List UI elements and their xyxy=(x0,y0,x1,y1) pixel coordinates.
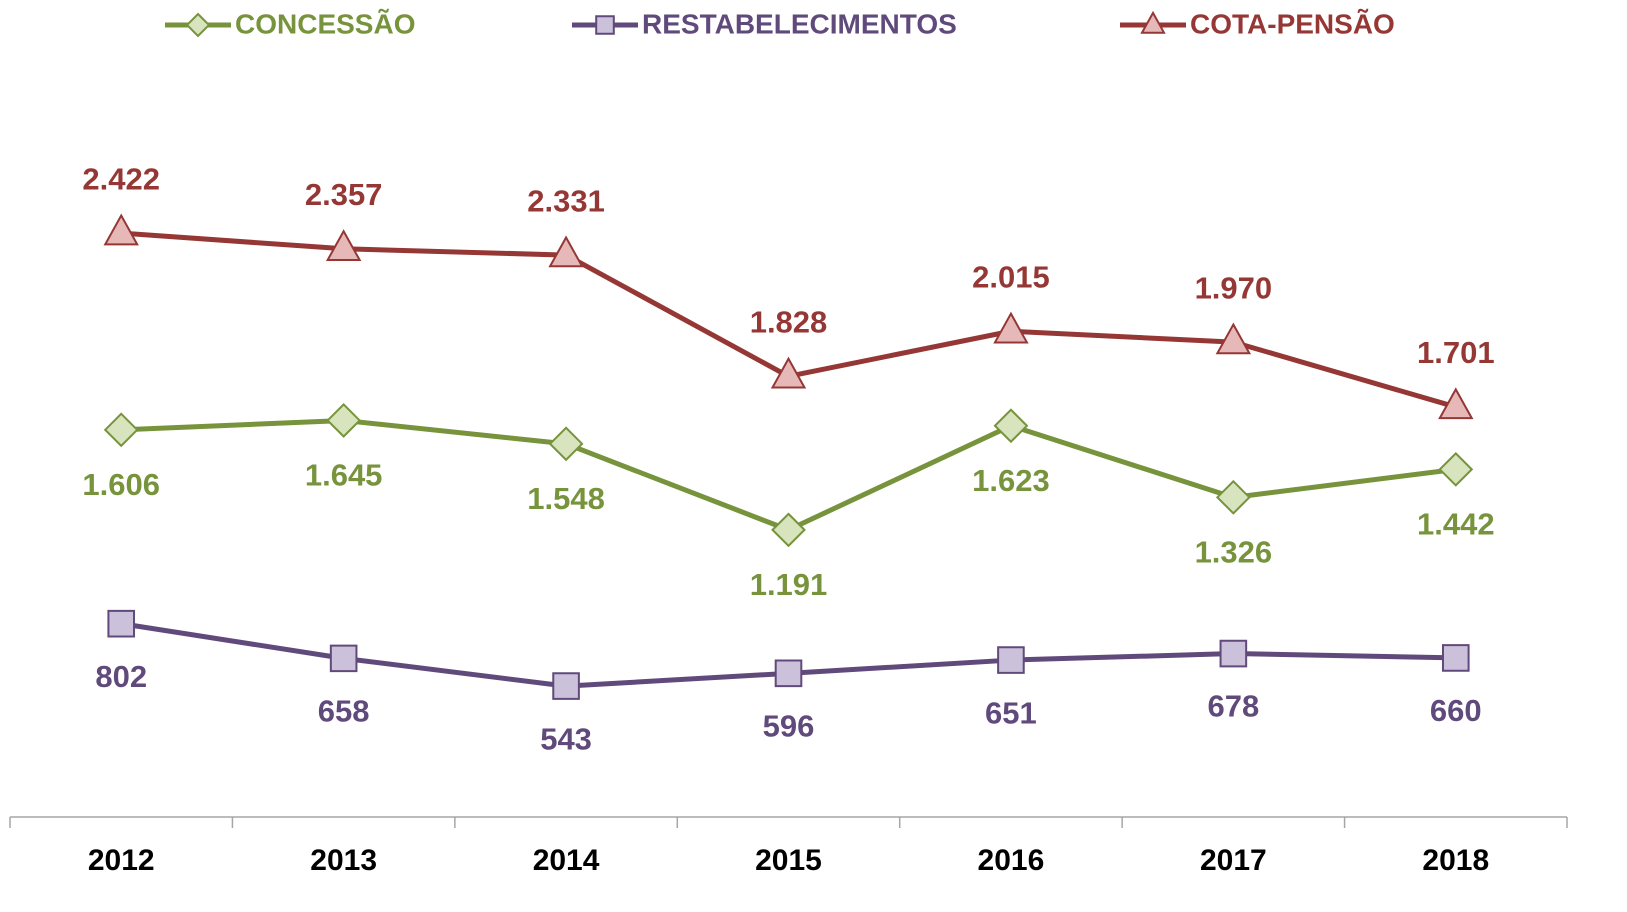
data-label: 802 xyxy=(95,659,147,694)
data-label: 1.326 xyxy=(1195,535,1273,570)
marker xyxy=(548,426,584,462)
data-label: 1.645 xyxy=(305,458,383,493)
x-tick-label: 2017 xyxy=(1200,844,1267,877)
marker xyxy=(1438,387,1474,420)
data-label: 678 xyxy=(1207,689,1259,724)
x-tick-label: 2013 xyxy=(310,844,377,877)
data-label: 1.191 xyxy=(750,567,828,602)
marker xyxy=(185,12,211,38)
x-tick-label: 2014 xyxy=(533,844,600,877)
x-tick-label: 2012 xyxy=(88,844,155,877)
data-label: 2.015 xyxy=(972,259,1050,294)
marker xyxy=(552,672,580,700)
data-label: 651 xyxy=(985,695,1037,730)
marker xyxy=(1219,639,1248,668)
marker xyxy=(771,512,806,548)
data-label: 660 xyxy=(1430,693,1482,728)
marker xyxy=(997,646,1025,674)
marker xyxy=(548,235,584,268)
marker xyxy=(1441,644,1470,672)
data-label: 658 xyxy=(318,694,370,729)
data-label: 1.828 xyxy=(750,305,828,340)
marker xyxy=(326,403,362,438)
data-label: 2.357 xyxy=(305,177,383,212)
marker xyxy=(103,213,139,246)
marker xyxy=(993,408,1029,444)
marker xyxy=(1215,322,1252,355)
data-label: 543 xyxy=(540,721,592,756)
legend-label: COTA-PENSÃO xyxy=(1190,8,1395,39)
x-tick-label: 2018 xyxy=(1422,844,1489,877)
data-label: 2.422 xyxy=(82,161,160,196)
data-label: 1.970 xyxy=(1195,270,1273,305)
legend-label: CONCESSÃO xyxy=(235,8,415,39)
marker xyxy=(774,659,803,688)
marker xyxy=(770,356,807,389)
data-label: 1.548 xyxy=(527,481,605,516)
data-label: 1.442 xyxy=(1417,507,1495,542)
data-label: 1.701 xyxy=(1417,335,1495,370)
marker xyxy=(993,311,1029,344)
data-label: 2.331 xyxy=(527,183,605,218)
marker xyxy=(329,644,358,673)
x-tick-label: 2015 xyxy=(755,844,822,877)
marker xyxy=(1140,10,1166,34)
data-label: 1.606 xyxy=(82,467,160,502)
marker xyxy=(595,15,615,35)
marker xyxy=(103,412,139,448)
data-label: 1.623 xyxy=(972,463,1050,498)
data-label: 596 xyxy=(763,709,815,744)
marker xyxy=(107,609,136,638)
marker xyxy=(325,229,362,262)
x-tick-label: 2016 xyxy=(978,844,1045,877)
marker xyxy=(1438,451,1474,487)
marker xyxy=(1215,479,1251,515)
legend-label: RESTABELECIMENTOS xyxy=(642,8,957,39)
